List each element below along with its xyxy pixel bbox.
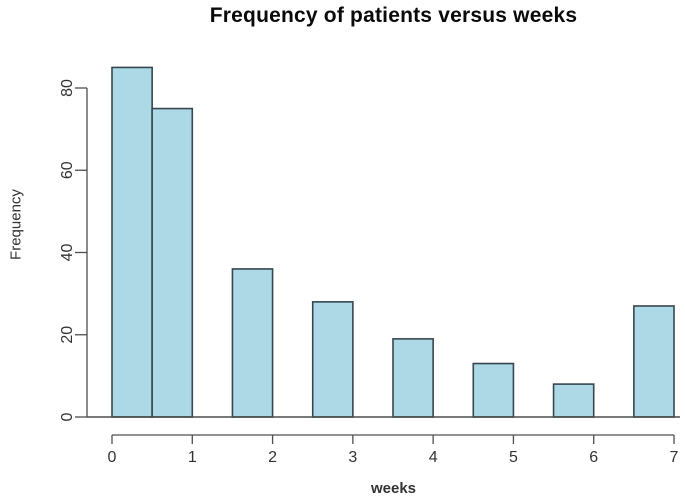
x-tick-label: 5 xyxy=(509,449,518,466)
histogram-bar xyxy=(633,305,675,418)
y-axis-label: Frequency xyxy=(7,189,25,260)
y-tick-label: 20 xyxy=(59,326,76,344)
histogram-bar xyxy=(151,107,194,418)
x-tick-label: 6 xyxy=(589,449,598,466)
chart-title: Frequency of patients versus weeks xyxy=(209,4,578,27)
x-tick-label: 2 xyxy=(268,449,277,466)
y-tick-label: 0 xyxy=(59,412,76,421)
x-tick-label: 4 xyxy=(429,449,438,466)
histogram-bar xyxy=(472,362,515,418)
x-tick-label: 3 xyxy=(348,449,357,466)
y-tick-label: 40 xyxy=(59,244,76,262)
y-tick-label: 60 xyxy=(59,161,76,179)
histogram-bar xyxy=(392,338,434,418)
x-axis-label: weeks xyxy=(370,480,417,497)
x-tick-label: 0 xyxy=(108,449,117,466)
histogram-bar xyxy=(311,301,354,418)
histogram-bar xyxy=(552,383,595,418)
y-tick-label: 80 xyxy=(59,79,76,97)
x-tick-label: 7 xyxy=(670,449,679,466)
histogram-bar xyxy=(111,66,153,418)
histogram-bar xyxy=(231,268,274,418)
x-tick-label: 1 xyxy=(188,449,197,466)
